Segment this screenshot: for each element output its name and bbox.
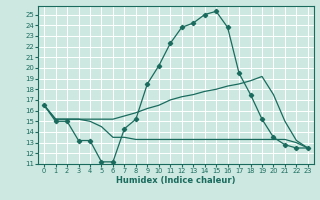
X-axis label: Humidex (Indice chaleur): Humidex (Indice chaleur) <box>116 176 236 185</box>
